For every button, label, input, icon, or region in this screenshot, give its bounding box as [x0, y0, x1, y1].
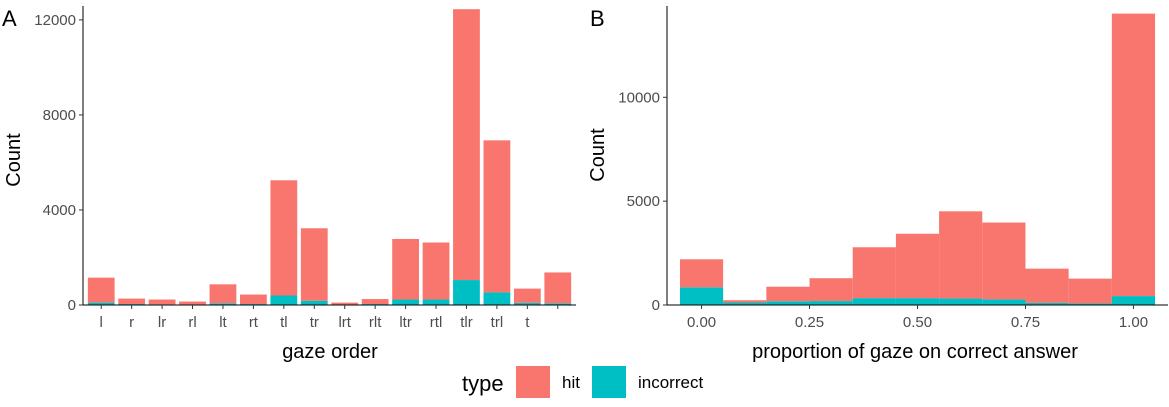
panel-a-bar-hit-ltr — [392, 239, 419, 300]
panel-b-bar-hit — [939, 211, 982, 298]
panel-a-y-tick-label: 0 — [68, 297, 76, 314]
panel-a-y-tick-label: 12000 — [34, 12, 76, 29]
legend-swatch-hit — [516, 366, 550, 398]
panel-a-bar-hit-rtl — [423, 243, 450, 300]
panel-b-bar-incorrect — [680, 287, 723, 305]
panel-b-bar-incorrect — [982, 299, 1025, 305]
panel-a-x-tick-label: r — [129, 314, 134, 331]
panel-a-bar-incorrect-trl — [484, 292, 511, 305]
panel-a-bar-incorrect-ltr — [392, 300, 419, 305]
panel-b-x-tick-label: 0.75 — [1011, 314, 1040, 331]
legend-title: type — [462, 371, 504, 396]
panel-a-y-title: Count — [3, 133, 25, 187]
panel-a-bar-hit-rlt — [362, 299, 389, 304]
panel-b-x-title: proportion of gaze on correct answer — [752, 341, 1078, 363]
panel-a-bar-hit-lrt — [331, 303, 358, 305]
panel-a-bar-hit-t — [514, 289, 541, 303]
legend: type hit incorrect — [462, 366, 703, 398]
panel-a-x-tick-label: t — [525, 314, 530, 331]
legend-swatch-incorrect — [592, 366, 626, 398]
panel-a-bar-hit-tlr — [453, 9, 480, 280]
panel-a-x-tick-label: rl — [188, 314, 196, 331]
panel-b-x-tick-label: 0.25 — [795, 314, 824, 331]
panel-a-bar-incorrect-tr — [301, 301, 328, 305]
panel-b-x-tick-label: 0.50 — [903, 314, 932, 331]
panel-a-x-tick-label: rtl — [430, 314, 443, 331]
panel-a-x-tick-label: tr — [310, 314, 319, 331]
panel-a-x-tick-label: lt — [219, 314, 227, 331]
panel-b-y-title: Count — [587, 128, 609, 182]
panel-b-bar-hit — [766, 287, 809, 302]
panel-a-bar-hit-trl — [484, 140, 511, 292]
panel-a-bar-hit-r — [118, 299, 145, 304]
panel-a-bar-incorrect-tlr — [453, 280, 480, 305]
panel-b-bars — [680, 14, 1155, 305]
panel-b-bar-hit — [853, 247, 896, 298]
panel-a-bar-hit-rt — [240, 295, 267, 305]
panel-a-bars — [88, 9, 571, 305]
panel-a-bar-incorrect-rtl — [423, 300, 450, 305]
panel-a-bar-hit-tr — [301, 228, 328, 300]
panel-b-x-ticks: 0.00 0.25 0.50 0.75 1.00 — [687, 305, 1148, 331]
panel-b-bar-incorrect — [766, 301, 809, 305]
panel-a-y-tick-label: 4000 — [43, 202, 76, 219]
panel-a-x-tick-label: tl — [280, 314, 288, 331]
panel-b-bar-hit — [723, 300, 766, 302]
panel-a-y-tick-label: 8000 — [43, 107, 76, 124]
panel-a-x-tick-label: rlt — [369, 314, 382, 331]
panel-b-bar-hit — [1069, 279, 1112, 304]
panel-a-bar-hit-blank — [544, 272, 571, 303]
panel-b-bar-incorrect — [1112, 296, 1155, 305]
panel-b-y-tick-label: 10000 — [618, 89, 660, 106]
panel-a-x-tick-label: lr — [158, 314, 166, 331]
panel-b-x-tick-label: 1.00 — [1119, 314, 1148, 331]
panel-b-bar-hit — [810, 278, 853, 301]
panel-a-bar-hit-lt — [210, 284, 237, 303]
panel-b-bar-hit — [1025, 269, 1068, 303]
legend-label-incorrect: incorrect — [638, 373, 703, 392]
panel-a-x-tick-label: rt — [249, 314, 259, 331]
panel-b-bar-hit — [982, 223, 1025, 300]
panel-b-bar-hit — [680, 259, 723, 287]
panel-b-bar-incorrect — [939, 299, 982, 305]
panel-b-y-tick-label: 0 — [652, 297, 660, 314]
panel-a-x-tick-label: trl — [491, 314, 504, 331]
panel-a-bar-incorrect-tl — [270, 295, 297, 305]
panel-b-bar-incorrect — [810, 301, 853, 305]
panel-a-bar-hit-lr — [149, 300, 176, 305]
panel-a-bar-hit-tl — [270, 180, 297, 295]
panel-b-bar-incorrect — [896, 298, 939, 305]
panel-a-bar-hit-l — [88, 278, 115, 303]
panel-a-x-tick-label: l — [100, 314, 103, 331]
panel-a-y-ticks: 0 4000 8000 12000 — [34, 12, 83, 314]
panel-a-bar-hit-rl — [179, 302, 206, 305]
panel-a-x-tick-label: tlr — [460, 314, 473, 331]
panel-a-label: A — [2, 6, 17, 31]
panel-a-x-title: gaze order — [282, 341, 378, 363]
legend-label-hit: hit — [562, 373, 580, 392]
panel-b-y-tick-label: 5000 — [627, 193, 660, 210]
panel-b-x-tick-label: 0.00 — [687, 314, 716, 331]
panel-b: B 0 5000 10000 0.00 0.25 0.50 0.75 1.00 propor… — [587, 6, 1168, 363]
panel-b-y-ticks: 0 5000 10000 — [618, 89, 667, 314]
panel-a-x-tick-label: lrt — [338, 314, 351, 331]
panel-b-bar-hit — [1112, 14, 1155, 296]
panel-a-x-tick-label: ltr — [399, 314, 412, 331]
panel-b-label: B — [590, 6, 605, 31]
panel-b-bar-hit — [896, 234, 939, 298]
panel-b-bar-incorrect — [853, 298, 896, 305]
